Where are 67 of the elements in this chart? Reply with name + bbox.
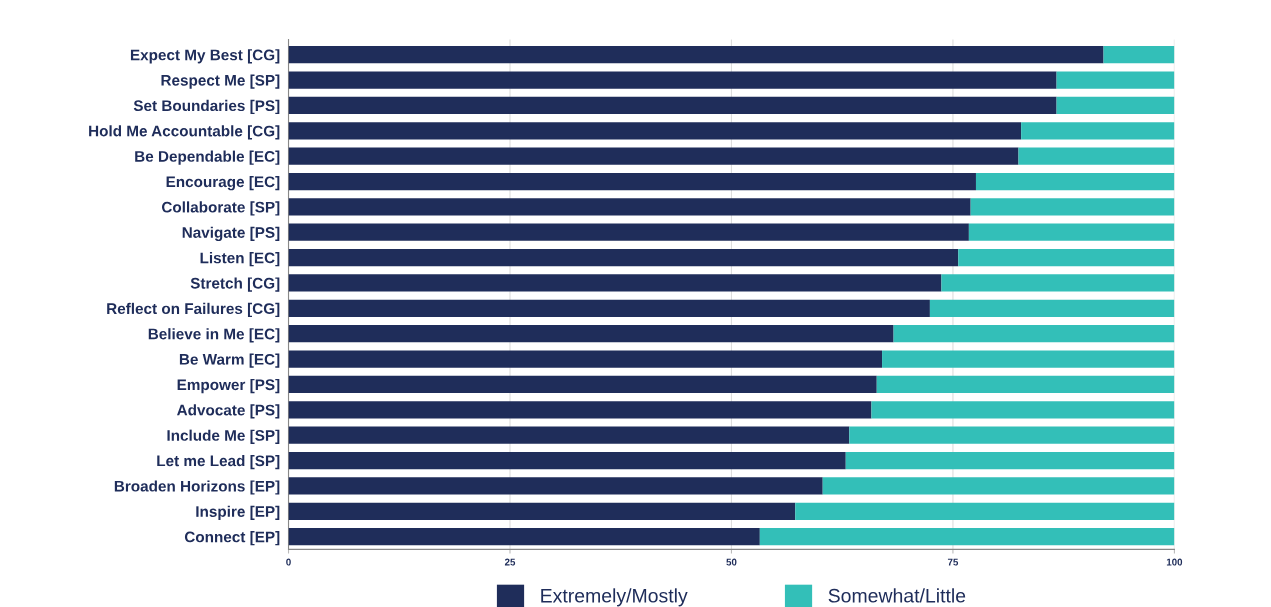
bar	[970, 198, 1175, 216]
bar	[893, 325, 1175, 343]
bar	[288, 350, 883, 368]
y-tick-label: Navigate [PS]	[182, 226, 280, 242]
bar	[759, 528, 1175, 546]
y-tick-label: Connect [EP]	[184, 531, 280, 546]
bar	[288, 223, 969, 241]
bar	[288, 198, 971, 216]
y-tick-label: Be Dependable [EC]	[135, 150, 280, 165]
x-tick-label: 100	[1166, 558, 1183, 566]
bar	[288, 426, 850, 444]
y-tick-label: Broaden Horizons [EP]	[114, 480, 280, 495]
bar	[288, 71, 1057, 89]
y-tick-label: Let me Lead [SP]	[157, 455, 280, 470]
bar	[1021, 122, 1175, 140]
bar	[1056, 96, 1175, 115]
y-tick-label: Advocate [PS]	[177, 404, 280, 419]
y-tick-label: Be Warm [EC]	[179, 353, 280, 368]
y-tick-label: Expect My Best [CG]	[130, 49, 280, 64]
y-tick-label: Reflect on Failures [CG]	[107, 302, 280, 318]
bar	[288, 502, 796, 520]
bar	[288, 451, 846, 470]
bar	[1056, 71, 1175, 89]
bar	[1103, 46, 1175, 64]
y-tick-label: Include Me [SP]	[167, 429, 280, 444]
y-tick-label: Encourage [EC]	[166, 175, 280, 191]
bar	[288, 248, 959, 267]
x-tick-label: 25	[504, 558, 516, 566]
y-tick-label: Listen [EC]	[200, 252, 280, 267]
bar	[975, 172, 1175, 191]
y-tick-label: Believe in Me [EC]	[148, 328, 280, 343]
bar	[876, 375, 1175, 394]
bar	[288, 325, 894, 343]
bar	[871, 401, 1175, 419]
bar	[288, 375, 877, 394]
bar	[288, 274, 942, 292]
bar	[288, 147, 1019, 165]
legend-label: Extremely/Mostly	[541, 588, 688, 607]
x-tick-label: 50	[726, 558, 737, 566]
bar	[288, 401, 872, 419]
y-tick-label: Empower [PS]	[177, 378, 280, 394]
bar	[882, 350, 1175, 368]
y-tick-label: Inspire [EP]	[196, 505, 280, 520]
bar	[288, 96, 1057, 115]
bar	[288, 528, 760, 546]
bar	[288, 477, 823, 495]
bar	[822, 477, 1175, 495]
bar	[288, 122, 1022, 140]
bar	[958, 248, 1175, 267]
bar	[288, 172, 976, 191]
legend-label: Somewhat/Little	[828, 588, 966, 603]
y-tick-label: Set Boundaries [PS]	[133, 99, 280, 115]
y-tick-label: Respect Me [SP]	[161, 74, 280, 89]
bar	[795, 502, 1175, 520]
bar	[1018, 147, 1175, 165]
x-tick-label: 75	[947, 558, 959, 566]
bar	[941, 274, 1175, 292]
y-tick-label: Hold Me Accountable [CG]	[89, 125, 280, 140]
bar	[929, 299, 1175, 317]
bar	[849, 426, 1175, 444]
bar	[288, 46, 1104, 64]
bar	[968, 223, 1175, 241]
y-tick-label: Collaborate [SP]	[161, 201, 280, 216]
bar	[845, 451, 1175, 470]
bar	[288, 299, 930, 317]
x-tick-label: 0	[286, 558, 291, 566]
y-tick-label: Stretch [CG]	[190, 277, 280, 292]
